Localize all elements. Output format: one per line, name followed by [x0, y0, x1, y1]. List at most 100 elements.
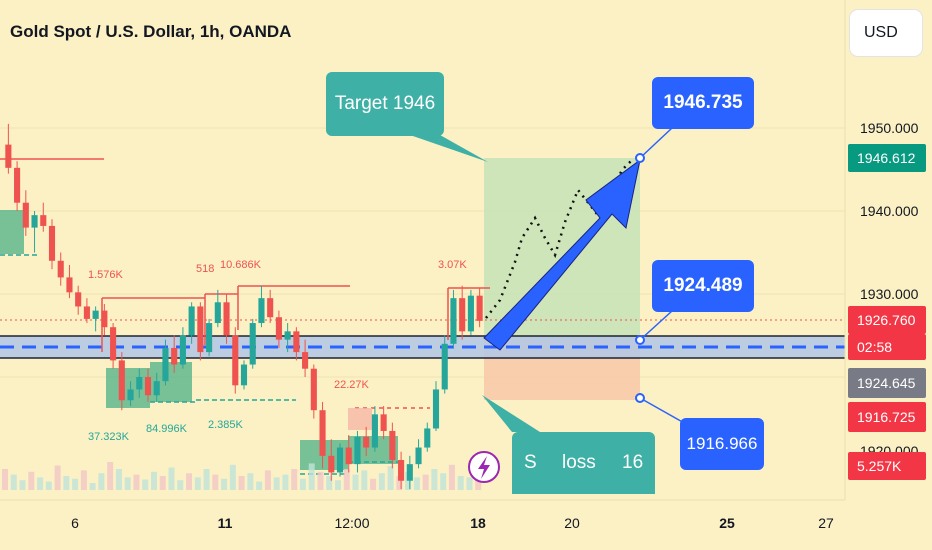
anchor-point	[635, 153, 645, 163]
volume-bar	[387, 466, 394, 490]
volume-bar	[466, 477, 473, 490]
volume-bar	[177, 480, 184, 490]
candle-body	[371, 414, 378, 448]
volume-bar	[37, 477, 44, 490]
candle-body	[48, 225, 56, 261]
candle-body	[206, 323, 213, 353]
entry-price-callout: 1924.489	[652, 260, 754, 312]
target-text: Target 1946	[334, 93, 436, 114]
price-badge-label: 5.257K	[857, 458, 902, 474]
stop-loss-callout: S loss 16	[512, 432, 655, 494]
price-badge	[848, 368, 926, 398]
candle-body	[14, 167, 21, 203]
price-badge-label: 1946.612	[857, 150, 916, 166]
connector-stop	[639, 397, 687, 425]
candle-body	[31, 215, 38, 228]
candle-body	[144, 377, 152, 396]
volume-bar	[256, 481, 263, 490]
candle-body	[162, 347, 169, 382]
candle-body	[389, 430, 396, 460]
candle-body	[101, 310, 108, 328]
candle-body	[188, 306, 195, 336]
volume-bar	[440, 473, 447, 490]
candle-body	[406, 464, 413, 481]
volume-bar	[273, 477, 280, 490]
volume-bar	[352, 474, 359, 490]
candle-body	[284, 331, 291, 340]
volume-bar	[308, 463, 315, 490]
volume-bar	[203, 469, 210, 490]
volume-bar	[431, 469, 438, 490]
volume-bar	[124, 477, 131, 490]
volume-bar	[19, 480, 26, 490]
target-arrow	[483, 158, 641, 351]
demand-box	[0, 210, 24, 254]
anchor-point	[635, 335, 645, 345]
price-badge-label: 02:58	[857, 339, 892, 355]
candle-body	[232, 335, 239, 386]
target-callout: Target 1946	[326, 72, 444, 136]
volume-label: 37.323K	[88, 431, 130, 443]
volume-label: 1.576K	[88, 269, 124, 281]
chart-title: Gold Spot / U.S. Dollar, 1h, OANDA	[10, 22, 292, 41]
target-price: 1946.735	[663, 92, 743, 113]
volume-bar	[142, 479, 149, 490]
price-badge	[848, 402, 926, 432]
lightning-icon-bolt	[478, 456, 490, 479]
volume-bar	[194, 477, 201, 490]
volume-bar	[335, 480, 342, 490]
volume-bar	[168, 467, 175, 490]
candle-body	[240, 364, 248, 386]
candle-body	[92, 310, 99, 319]
volume-bar	[475, 474, 482, 490]
candle-body	[223, 302, 230, 336]
stop-text-left: S	[524, 452, 537, 473]
candle-body	[380, 414, 387, 431]
candle-body	[302, 352, 309, 369]
candle-body	[40, 215, 47, 226]
stop-text-right: 16	[622, 452, 644, 473]
connector-entry	[639, 310, 673, 341]
price-tick: 1950.000	[860, 120, 919, 136]
volume-bar	[413, 477, 420, 490]
time-tick: 6	[71, 515, 79, 531]
candle-body	[5, 144, 12, 168]
candle-body	[415, 447, 422, 465]
stop-price: 1916.966	[686, 434, 758, 453]
volume-bar	[361, 470, 368, 490]
order-block	[348, 408, 372, 430]
price-badge	[848, 144, 926, 172]
anchor-point	[635, 393, 645, 403]
candle-body	[275, 317, 282, 340]
candle-body	[476, 295, 483, 321]
volume-bar	[10, 474, 17, 490]
time-tick: 12:00	[334, 515, 369, 531]
time-tick: 11	[218, 515, 233, 531]
volume-bar	[299, 478, 306, 490]
price-tick: 1930.000	[860, 286, 919, 302]
candle-body	[249, 323, 256, 365]
price-badge-label: 1924.645	[857, 375, 916, 391]
volume-bar	[2, 469, 8, 490]
candle-body	[22, 202, 29, 228]
candle-body	[75, 292, 82, 307]
connector-target	[639, 127, 673, 159]
target-callout-tail	[410, 135, 488, 162]
price-badge-label: 1916.725	[857, 409, 916, 425]
candle-body	[57, 260, 64, 278]
candle-body	[293, 331, 300, 353]
volume-bar	[247, 473, 254, 490]
volume-bar	[98, 473, 105, 490]
volume-bar	[63, 476, 70, 490]
candle-body	[110, 327, 117, 361]
price-tick: 1940.000	[860, 203, 919, 219]
candle-body	[328, 455, 335, 473]
currency-button[interactable]: USD	[850, 10, 922, 56]
volume-label: 2.385K	[208, 419, 244, 431]
candle-body	[398, 460, 405, 481]
volume-label: 3.07K	[438, 259, 467, 271]
target-price-callout: 1946.735	[652, 77, 754, 129]
volume-bar	[448, 464, 455, 490]
volume-bar	[72, 478, 79, 490]
